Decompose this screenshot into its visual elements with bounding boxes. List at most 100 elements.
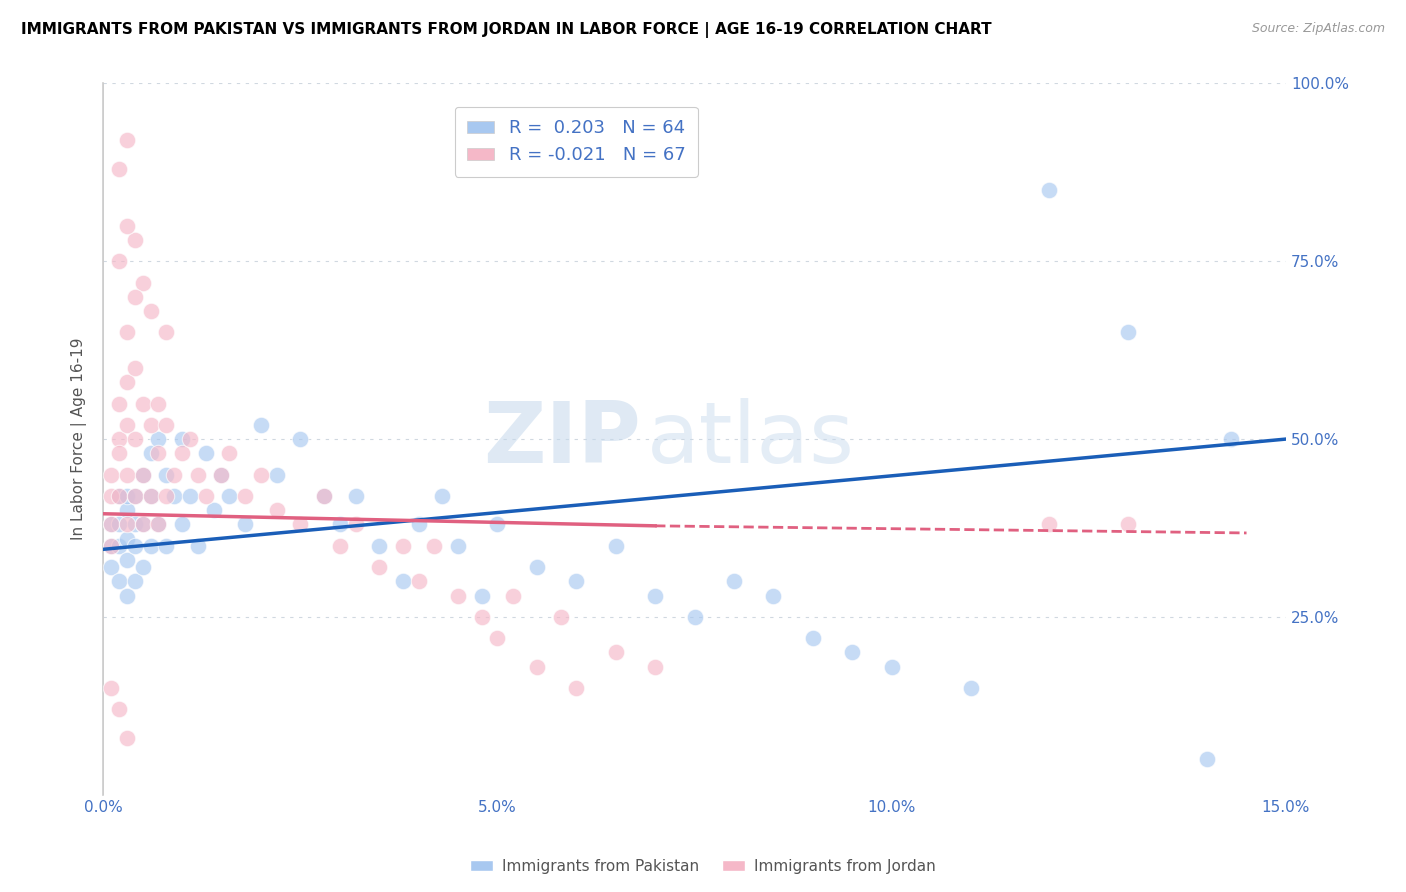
Point xyxy=(124,360,146,375)
Point xyxy=(108,539,131,553)
Point xyxy=(124,517,146,532)
Point xyxy=(471,610,494,624)
Legend: Immigrants from Pakistan, Immigrants from Jordan: Immigrants from Pakistan, Immigrants fro… xyxy=(464,853,942,880)
Point xyxy=(115,532,138,546)
Point xyxy=(1219,432,1241,446)
Point xyxy=(148,517,170,532)
Point xyxy=(100,517,122,532)
Point xyxy=(1197,752,1219,766)
Point xyxy=(155,467,177,482)
Point xyxy=(108,574,131,589)
Point xyxy=(423,539,446,553)
Point xyxy=(139,489,162,503)
Point xyxy=(148,446,170,460)
Point xyxy=(108,254,131,268)
Point xyxy=(100,560,122,574)
Point xyxy=(115,503,138,517)
Point xyxy=(108,161,131,176)
Point xyxy=(139,417,162,432)
Point xyxy=(115,553,138,567)
Point xyxy=(108,489,131,503)
Point xyxy=(155,417,177,432)
Point xyxy=(108,432,131,446)
Point xyxy=(100,539,122,553)
Point xyxy=(1116,326,1139,340)
Point xyxy=(605,645,627,659)
Point xyxy=(155,326,177,340)
Point xyxy=(115,731,138,745)
Point xyxy=(447,539,470,553)
Point xyxy=(683,610,706,624)
Point xyxy=(723,574,745,589)
Point xyxy=(266,503,288,517)
Point xyxy=(170,446,193,460)
Point xyxy=(486,517,509,532)
Point xyxy=(179,432,201,446)
Point xyxy=(486,631,509,645)
Text: IMMIGRANTS FROM PAKISTAN VS IMMIGRANTS FROM JORDAN IN LABOR FORCE | AGE 16-19 CO: IMMIGRANTS FROM PAKISTAN VS IMMIGRANTS F… xyxy=(21,22,991,38)
Point xyxy=(959,681,981,695)
Point xyxy=(124,432,146,446)
Point xyxy=(233,489,256,503)
Y-axis label: In Labor Force | Age 16-19: In Labor Force | Age 16-19 xyxy=(72,338,87,541)
Point xyxy=(290,432,312,446)
Point xyxy=(155,489,177,503)
Point xyxy=(139,446,162,460)
Text: ZIP: ZIP xyxy=(484,398,641,481)
Point xyxy=(392,574,415,589)
Point xyxy=(131,396,153,410)
Point xyxy=(211,467,233,482)
Point xyxy=(100,539,122,553)
Point xyxy=(115,219,138,233)
Point xyxy=(131,276,153,290)
Point xyxy=(408,517,430,532)
Point xyxy=(131,517,153,532)
Point xyxy=(124,233,146,247)
Point xyxy=(312,489,335,503)
Point xyxy=(148,432,170,446)
Point xyxy=(233,517,256,532)
Point xyxy=(880,659,903,673)
Point xyxy=(131,467,153,482)
Point xyxy=(155,539,177,553)
Point xyxy=(115,517,138,532)
Point xyxy=(550,610,572,624)
Point xyxy=(218,489,240,503)
Point xyxy=(124,489,146,503)
Point xyxy=(115,589,138,603)
Point xyxy=(170,432,193,446)
Point xyxy=(100,517,122,532)
Point xyxy=(312,489,335,503)
Point xyxy=(124,574,146,589)
Point xyxy=(131,560,153,574)
Point xyxy=(290,517,312,532)
Point xyxy=(392,539,415,553)
Point xyxy=(565,681,588,695)
Legend: R =  0.203   N = 64, R = -0.021   N = 67: R = 0.203 N = 64, R = -0.021 N = 67 xyxy=(454,107,699,177)
Point xyxy=(762,589,785,603)
Point xyxy=(115,375,138,389)
Point xyxy=(124,290,146,304)
Point xyxy=(187,467,209,482)
Point xyxy=(115,489,138,503)
Point xyxy=(100,489,122,503)
Point xyxy=(179,489,201,503)
Point xyxy=(408,574,430,589)
Point xyxy=(100,681,122,695)
Point xyxy=(131,467,153,482)
Point xyxy=(139,539,162,553)
Point xyxy=(644,659,666,673)
Point xyxy=(148,517,170,532)
Point xyxy=(502,589,524,603)
Point xyxy=(131,517,153,532)
Point xyxy=(100,467,122,482)
Point xyxy=(841,645,863,659)
Point xyxy=(170,517,193,532)
Point xyxy=(250,467,273,482)
Point xyxy=(108,489,131,503)
Point xyxy=(139,489,162,503)
Point xyxy=(432,489,454,503)
Point xyxy=(368,539,391,553)
Point xyxy=(1116,517,1139,532)
Point xyxy=(108,396,131,410)
